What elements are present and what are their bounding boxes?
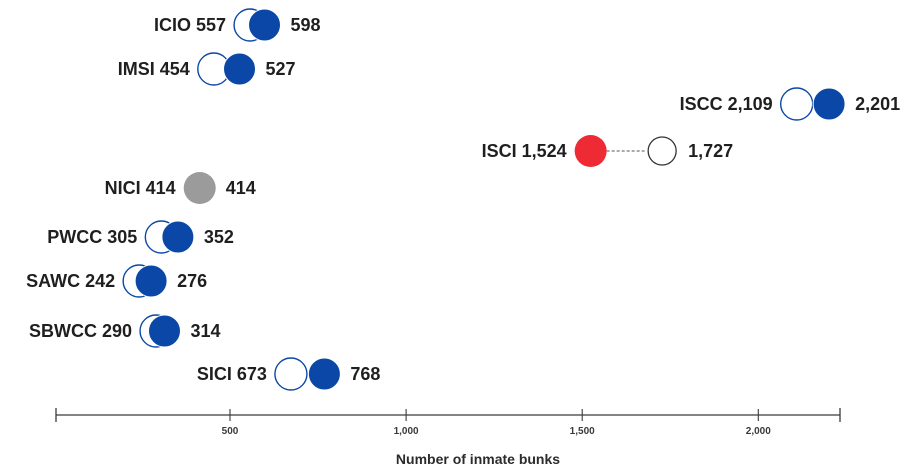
row-iscc: ISCC 2,109 2,201: [680, 88, 901, 120]
row-pwcc: PWCC 305 352: [47, 221, 234, 253]
end-marker: [224, 53, 256, 85]
row-nici: NICI 414 414: [105, 172, 256, 204]
end-value-label: 314: [190, 321, 220, 341]
start-marker: [781, 88, 813, 120]
start-value-label: ISCI 1,524: [482, 141, 567, 161]
x-axis: 500 1,000 1,500 2,000: [56, 408, 840, 437]
end-marker: [308, 358, 340, 390]
end-marker: [813, 88, 845, 120]
end-value-label: 276: [177, 271, 207, 291]
start-marker: [575, 135, 607, 167]
row-isci: ISCI 1,524 1,727: [482, 135, 734, 167]
x-tick-label: 1,500: [570, 426, 595, 437]
start-value-label: SAWC 242: [26, 271, 115, 291]
end-value-label: 598: [291, 15, 321, 35]
row-sawc: SAWC 242 276: [26, 265, 207, 297]
start-value-label: ISCC 2,109: [680, 94, 773, 114]
end-value-label: 2,201: [855, 94, 900, 114]
x-tick-label: 1,000: [394, 426, 419, 437]
x-axis-ticks: 500 1,000 1,500 2,000: [56, 408, 840, 437]
unchanged-marker: [184, 172, 216, 204]
x-tick-label: 500: [222, 426, 239, 437]
end-value-label: 414: [226, 178, 256, 198]
end-marker: [648, 137, 676, 165]
end-value-label: 352: [204, 227, 234, 247]
start-value-label: SICI 673: [197, 364, 267, 384]
row-sici: SICI 673 768: [197, 358, 381, 390]
x-tick-label: 2,000: [746, 426, 771, 437]
end-marker: [135, 265, 167, 297]
start-value-label: NICI 414: [105, 178, 176, 198]
start-value-label: SBWCC 290: [29, 321, 132, 341]
row-icio: ICIO 557 598: [154, 9, 321, 41]
row-sbwcc: SBWCC 290 314: [29, 315, 221, 347]
start-value-label: PWCC 305: [47, 227, 137, 247]
end-marker: [249, 9, 281, 41]
start-value-label: IMSI 454: [118, 59, 190, 79]
end-value-label: 768: [350, 364, 380, 384]
x-axis-title: Number of inmate bunks: [396, 451, 560, 467]
end-marker: [162, 221, 194, 253]
end-value-label: 1,727: [688, 141, 733, 161]
end-marker: [148, 315, 180, 347]
end-value-label: 527: [266, 59, 296, 79]
start-marker: [275, 358, 307, 390]
row-imsi: IMSI 454 527: [118, 53, 296, 85]
start-value-label: ICIO 557: [154, 15, 226, 35]
